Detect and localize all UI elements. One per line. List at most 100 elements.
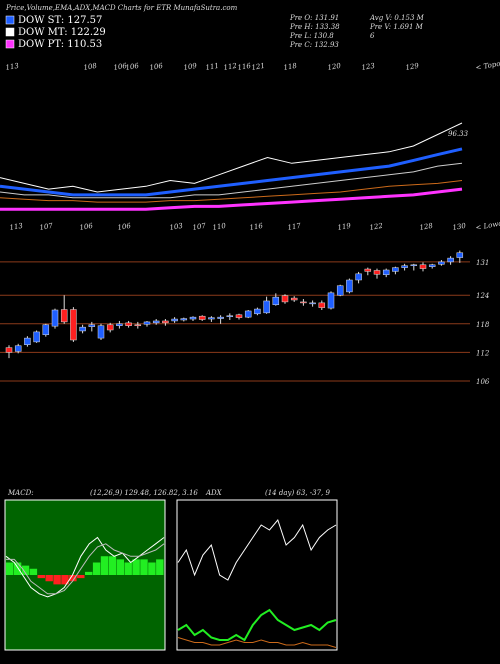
ema-line [0, 162, 463, 199]
chart-title: Price,Volume,EMA,ADX,MACD Charts for ETR… [5, 4, 238, 12]
candle-body [318, 302, 326, 308]
high-label: 129 [405, 62, 420, 72]
legend-swatch [5, 27, 15, 37]
adx-line [177, 637, 337, 648]
candle-body [327, 292, 335, 309]
candle-body [152, 320, 160, 324]
legend-label: DOW PT: 110.53 [18, 39, 102, 50]
candle-body [364, 268, 372, 272]
high-label: 106 [113, 62, 128, 72]
high-label: 113 [5, 62, 20, 72]
low-label: 117 [287, 222, 302, 232]
macd-line [6, 543, 165, 595]
candle-body [290, 297, 298, 301]
candle-body [189, 316, 197, 320]
candle-body [24, 337, 31, 346]
candle-body [336, 285, 344, 296]
macd-hist [116, 559, 124, 575]
candle-body [60, 309, 68, 323]
ema-line [0, 187, 463, 211]
candle-body [116, 323, 123, 326]
info-text: Pre H: 133.38 [289, 23, 340, 31]
candle-body [244, 310, 252, 318]
high-label: 121 [251, 62, 266, 72]
info-text: Pre L: 130.8 [289, 32, 334, 40]
candle-body [309, 302, 316, 305]
candle-body [171, 318, 178, 322]
macd-hist [53, 575, 61, 585]
candle-body [88, 324, 96, 327]
adx-line [177, 518, 337, 581]
candle-body [70, 309, 77, 341]
low-label: 113 [9, 222, 24, 232]
candle-body [217, 316, 224, 319]
low-label: 128 [419, 222, 434, 232]
macd-hist [100, 556, 109, 575]
info-text: 6 [370, 32, 375, 40]
adx-panel [176, 499, 338, 651]
macd-hist [140, 559, 148, 575]
candle-body [263, 300, 270, 314]
candle-body [143, 321, 151, 325]
low-label: 103 [169, 222, 184, 232]
candle-body [97, 325, 105, 339]
high-label: 118 [283, 62, 298, 72]
info-text: Pre O: 131.91 [289, 14, 339, 22]
macd-hist [148, 562, 156, 575]
high-label: 116 [237, 62, 252, 72]
macd-hist [92, 562, 101, 575]
low-label: 106 [117, 222, 132, 232]
legend-label: DOW ST: 127.57 [18, 15, 102, 26]
macd-hist [69, 575, 77, 582]
macd-hist [132, 559, 140, 575]
low-label: 119 [337, 222, 352, 232]
candle-body [42, 324, 50, 336]
info-text: Pre C: 132.93 [289, 41, 339, 49]
candle-body [373, 270, 381, 275]
candle-body [235, 314, 243, 318]
candle-body [5, 347, 13, 353]
ema-label: 96.33 [448, 130, 469, 138]
candle-body [134, 324, 142, 327]
candle-body [33, 331, 40, 343]
candle-body [447, 257, 454, 263]
high-label: 120 [327, 62, 342, 72]
macd-hist [13, 562, 22, 575]
adx-params: (14 day) 63, -37, 9 [265, 489, 331, 497]
adx-line [177, 608, 337, 642]
macd-hist [108, 556, 117, 575]
candle-body [162, 320, 169, 324]
high-label: 106 [125, 62, 140, 72]
candle-body [419, 264, 427, 269]
candle-body [456, 252, 464, 258]
y-tick-label: 131 [476, 259, 489, 267]
candle-body [438, 261, 445, 265]
low-label: 106 [79, 222, 94, 232]
macd-hist [29, 568, 38, 575]
high-label: 111 [205, 62, 220, 72]
ema-line [0, 180, 463, 203]
macd-line [5, 536, 165, 598]
candle-body [272, 296, 280, 306]
info-text: Avg V: 0.153 M [369, 14, 425, 22]
low-label: 116 [249, 222, 264, 232]
candle-body [79, 326, 86, 332]
macd-hist [61, 575, 69, 585]
macd-hist [37, 575, 45, 579]
candle-body [281, 295, 289, 303]
legend-swatch [5, 15, 15, 25]
candle-body [180, 318, 188, 321]
low-label: < Lowo [475, 219, 500, 232]
low-label: 107 [39, 222, 54, 232]
candle-body [392, 267, 399, 272]
y-tick-label: 124 [476, 292, 489, 300]
candle-body [14, 345, 22, 352]
low-label: 107 [192, 222, 207, 232]
macd-hist [156, 559, 164, 575]
macd-hist [6, 562, 14, 575]
macd-hist [77, 575, 85, 579]
adx-label: ADX [205, 489, 223, 497]
high-label: < Topo [475, 60, 500, 72]
macd-hist [45, 575, 53, 582]
